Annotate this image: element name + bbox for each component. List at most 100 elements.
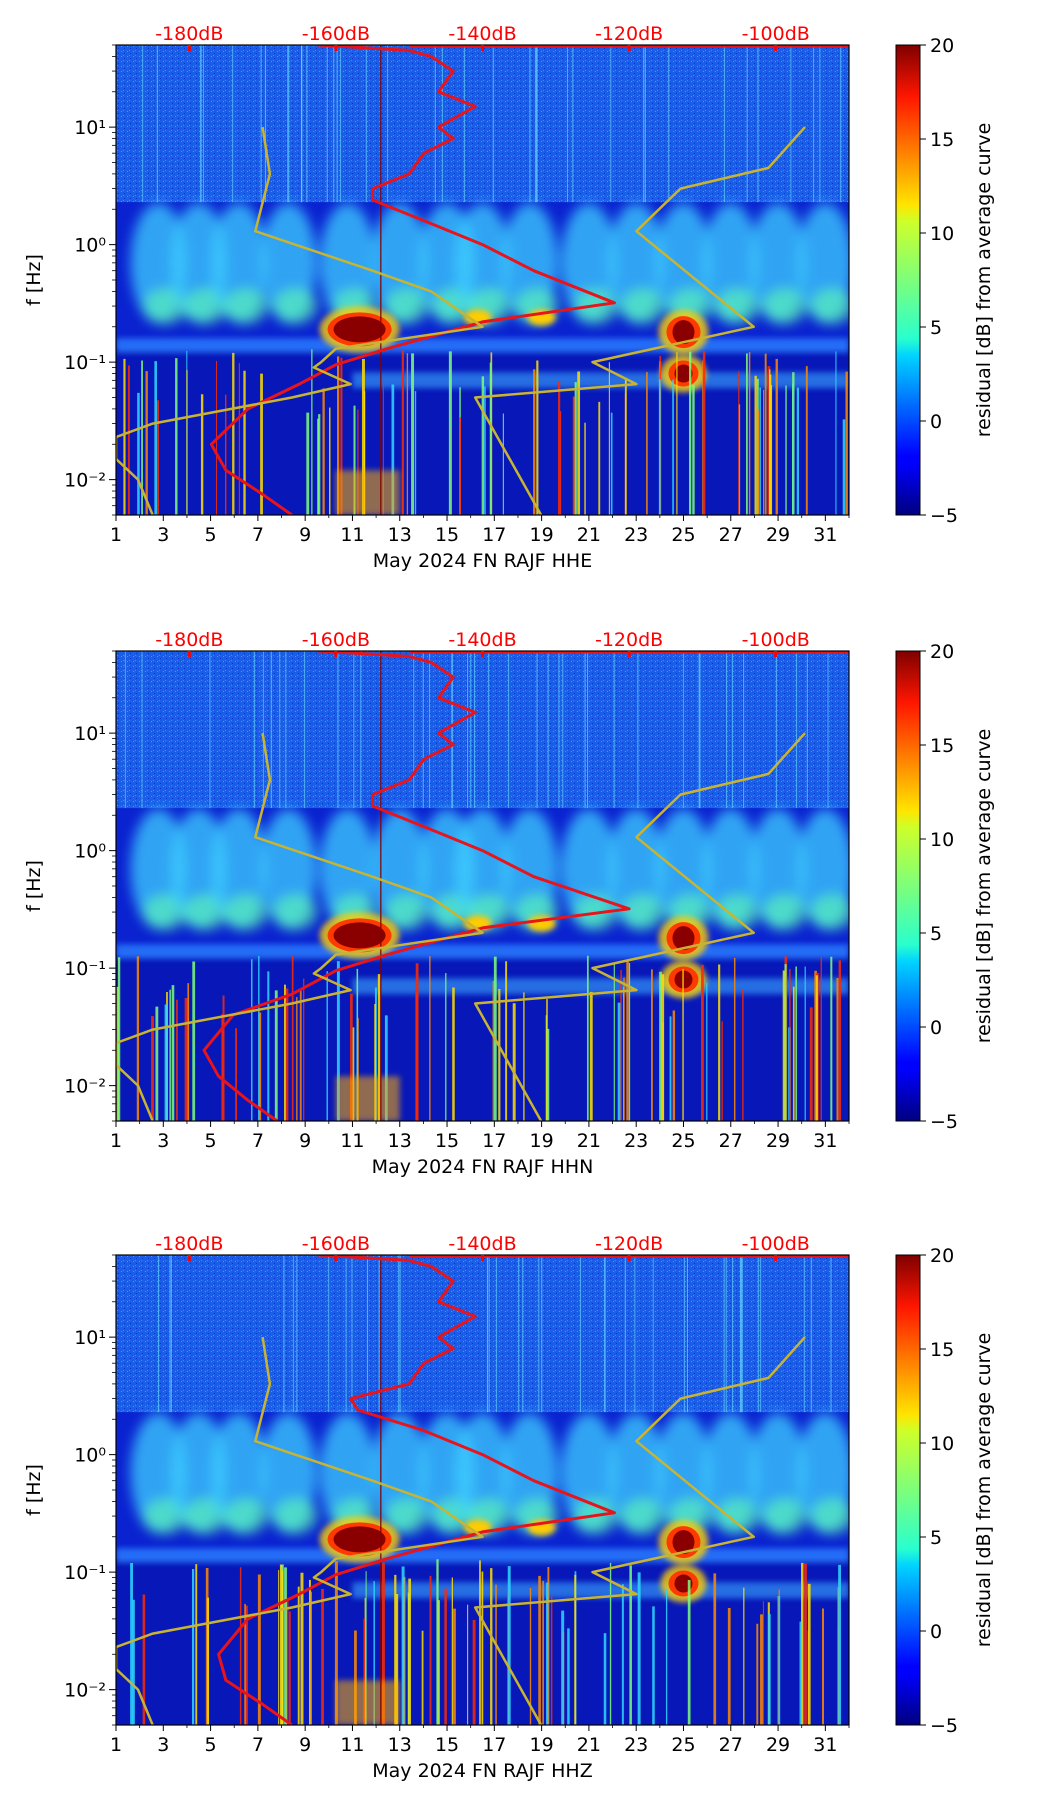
blob-core — [621, 894, 666, 931]
colorbar-label: residual [dB] from average curve — [973, 1333, 995, 1648]
x-tick-label: 31 — [813, 1734, 837, 1756]
x-tick-label: 3 — [157, 1734, 169, 1756]
x-tick-label: 21 — [577, 524, 601, 546]
x-tick-label: 9 — [299, 1734, 311, 1756]
x-tick-label: 13 — [388, 1734, 412, 1756]
x-axis-label: May 2024 FN RAJF HHZ — [372, 1760, 593, 1782]
blob-core — [273, 894, 318, 931]
y-tick-label: 10⁻¹ — [64, 352, 106, 374]
noise-model-curve-2 — [473, 1336, 806, 1725]
noise-model-curve-1 — [116, 732, 484, 1121]
db-tick-label: -100dB — [742, 629, 810, 651]
x-tick-label: 1 — [110, 524, 122, 546]
band-013hz — [116, 944, 849, 959]
x-tick-label: 27 — [719, 1130, 743, 1152]
x-tick-label: 21 — [577, 1130, 601, 1152]
x-tick-label: 29 — [766, 524, 790, 546]
hotspot-day25 — [672, 926, 695, 951]
colorbar-label: residual [dB] from average curve — [973, 123, 995, 438]
x-tick-label: 19 — [530, 524, 554, 546]
colorbar-tick-label: 0 — [930, 1621, 942, 1643]
band-007hz — [352, 1582, 849, 1599]
y-tick-label: 10⁰ — [74, 841, 106, 863]
colorbar-tick-label: 10 — [930, 829, 954, 851]
spectrogram-plot-area — [116, 1255, 849, 1725]
blob-core — [763, 288, 808, 325]
hotspot-day25-low — [674, 364, 693, 383]
colorbar-tick-label: 15 — [930, 1339, 954, 1361]
x-tick-label: 1 — [110, 1130, 122, 1152]
db-tick-label: -160dB — [302, 629, 370, 651]
x-tick-label: 1 — [110, 1734, 122, 1756]
lf-burst — [335, 470, 400, 515]
x-tick-label: 25 — [671, 1734, 695, 1756]
y-axis-label: f [Hz] — [23, 254, 45, 306]
x-tick-label: 13 — [388, 524, 412, 546]
x-tick-label: 31 — [813, 524, 837, 546]
noise-model-curve-2 — [473, 732, 806, 1121]
colorbar-tick-label: 5 — [930, 317, 942, 339]
blob-core — [273, 288, 318, 325]
x-tick-label: 7 — [252, 1734, 264, 1756]
transient-spikes — [116, 651, 842, 1121]
hf-speckle — [116, 651, 849, 809]
x-tick-label: 21 — [577, 1734, 601, 1756]
colorbar-tick-label: 15 — [930, 735, 954, 757]
colorbar-tick-label: −5 — [930, 1111, 958, 1133]
hotspot-day11 — [333, 922, 386, 949]
colorbar-label: residual [dB] from average curve — [973, 729, 995, 1044]
db-tick-label: -160dB — [302, 23, 370, 45]
x-tick-label: 15 — [435, 1130, 459, 1152]
colorbar-tick-label: 10 — [930, 223, 954, 245]
hotspot-day11 — [333, 1526, 386, 1553]
db-tick-label: -120dB — [595, 1233, 663, 1255]
colorbar-tick-label: 20 — [930, 35, 954, 57]
y-tick-label: 10⁻¹ — [64, 1562, 106, 1584]
x-tick-label: 5 — [205, 1130, 217, 1152]
colorbar-gradient — [895, 44, 921, 516]
noise-model-curve-1 — [116, 1336, 484, 1725]
hf-speckle — [116, 1255, 849, 1413]
x-tick-label: 23 — [624, 1130, 648, 1152]
y-tick-label: 10¹ — [74, 723, 106, 745]
x-tick-label: 7 — [252, 524, 264, 546]
y-axis-label: f [Hz] — [23, 860, 45, 912]
hotspots — [319, 306, 709, 393]
x-tick-label: 31 — [813, 1130, 837, 1152]
x-tick-label: 7 — [252, 1130, 264, 1152]
spectrogram-plot-area — [116, 651, 849, 1121]
x-tick-label: 9 — [299, 524, 311, 546]
noise-model-curve-1 — [116, 126, 484, 515]
db-tick-label: -120dB — [595, 23, 663, 45]
x-tick-label: 19 — [530, 1734, 554, 1756]
blob-core — [384, 1498, 429, 1535]
transient-spikes — [130, 1255, 841, 1725]
y-tick-label: 10⁻² — [64, 1680, 106, 1702]
x-tick-label: 25 — [671, 524, 695, 546]
x-tick-label: 17 — [482, 1130, 506, 1152]
colorbar: 20 15 10 5 0 −5 residual [dB] from average cur… — [895, 641, 995, 1133]
x-tick-label: 13 — [388, 1130, 412, 1152]
colorbar-tick-label: −5 — [930, 1715, 958, 1737]
x-tick-label: 3 — [157, 524, 169, 546]
blob-core — [224, 894, 269, 931]
x-axis-label: May 2024 FN RAJF HHN — [372, 1156, 594, 1178]
x-tick-label: 19 — [530, 1130, 554, 1152]
band-013hz — [116, 1548, 849, 1563]
y-tick-label: 10⁰ — [74, 235, 106, 257]
colorbar-tick-label: 5 — [930, 923, 942, 945]
y-tick-label: 10⁰ — [74, 1445, 106, 1467]
blob-core — [621, 288, 666, 325]
band-007hz — [352, 372, 849, 389]
blob-core — [621, 1498, 666, 1535]
db-tick-label: -180dB — [155, 1233, 223, 1255]
colorbar-tick-label: 10 — [930, 1433, 954, 1455]
x-tick-label: 5 — [205, 1734, 217, 1756]
x-tick-label: 5 — [205, 524, 217, 546]
db-tick-label: -140dB — [448, 23, 516, 45]
x-tick-label: 15 — [435, 1734, 459, 1756]
x-tick-label: 15 — [435, 524, 459, 546]
x-tick-label: 25 — [671, 1130, 695, 1152]
